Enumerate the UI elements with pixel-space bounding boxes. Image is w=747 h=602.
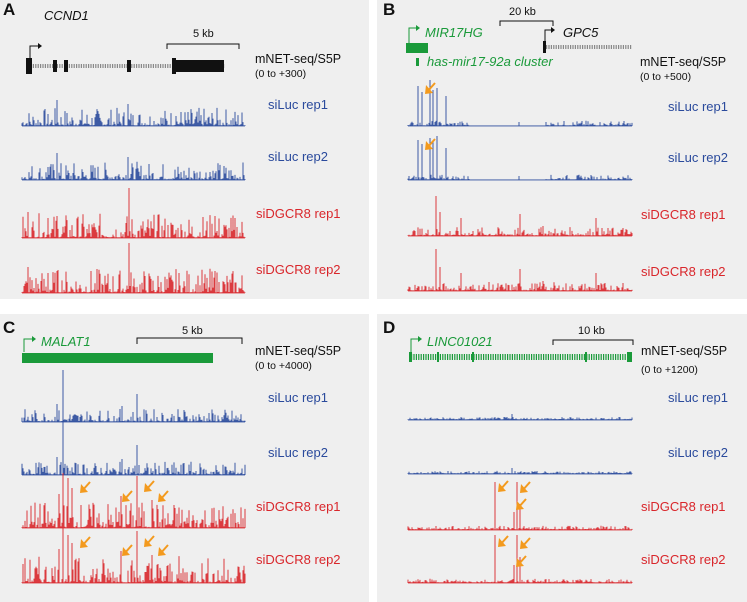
- track-header: mNET-seq/S5P (0 to +1200): [641, 344, 727, 378]
- track-label: siLuc rep2: [668, 150, 728, 165]
- panel-label: A: [3, 0, 16, 19]
- panel-label: B: [383, 0, 396, 19]
- signal-tracks: [21, 80, 633, 584]
- track-label: siLuc rep2: [268, 445, 328, 460]
- track-header: mNET-seq/S5P (0 to +500): [640, 55, 726, 85]
- track-label: siDGCR8 rep2: [641, 264, 726, 279]
- panel-label: C: [3, 318, 16, 337]
- track-label: siDGCR8 rep2: [641, 552, 726, 567]
- panel-a: [0, 0, 369, 299]
- track-label: siLuc rep1: [668, 390, 728, 405]
- range-label: (0 to +4000): [255, 360, 312, 372]
- track-label: siLuc rep1: [268, 390, 328, 405]
- panel-b: [377, 0, 747, 299]
- gene-model-malat1: [22, 336, 243, 363]
- assay-label: mNET-seq/S5P: [255, 52, 342, 66]
- track-header: mNET-seq/S5P (0 to +4000): [255, 344, 341, 374]
- range-label: (0 to +300): [255, 68, 307, 80]
- assay-label: mNET-seq/S5P: [255, 344, 342, 358]
- track-label: siLuc rep2: [268, 149, 328, 164]
- track-label: siDGCR8 rep1: [641, 499, 726, 514]
- scale-label: 20 kb: [509, 6, 536, 18]
- arrow-annotations: [80, 82, 531, 567]
- gene-model-linc01021: [409, 336, 634, 362]
- assay-label: mNET-seq/S5P: [640, 55, 727, 69]
- gene-model-mir17hg: [406, 20, 554, 66]
- gene-model-ccnd1: [26, 43, 240, 74]
- range-label: (0 to +500): [640, 71, 692, 83]
- scale-label: 10 kb: [578, 325, 605, 337]
- gene-name: GPC5: [563, 25, 599, 40]
- track-label: siDGCR8 rep2: [256, 262, 341, 277]
- gene-name: CCND1: [44, 8, 89, 23]
- panel-label: D: [383, 318, 396, 337]
- track-label: siLuc rep1: [668, 99, 728, 114]
- track-label: siDGCR8 rep2: [256, 552, 341, 567]
- scale-label: 5 kb: [182, 325, 203, 337]
- range-label: (0 to +1200): [641, 364, 698, 376]
- gene-name: MIR17HG: [425, 25, 483, 40]
- track-header: mNET-seq/S5P (0 to +300): [255, 52, 341, 82]
- scale-label: 5 kb: [193, 28, 214, 40]
- assay-label: mNET-seq/S5P: [641, 344, 728, 358]
- track-label: siDGCR8 rep1: [641, 207, 726, 222]
- track-label: siDGCR8 rep1: [256, 499, 341, 514]
- gene-name: LINC01021: [427, 334, 493, 349]
- track-label: siDGCR8 rep1: [256, 206, 341, 221]
- track-label: siLuc rep1: [268, 97, 328, 112]
- track-label: siLuc rep2: [668, 445, 728, 460]
- gene-name: MALAT1: [41, 334, 91, 349]
- gene-model-gpc5: [543, 27, 632, 53]
- cluster-label: has-mir17-92a cluster: [427, 54, 553, 69]
